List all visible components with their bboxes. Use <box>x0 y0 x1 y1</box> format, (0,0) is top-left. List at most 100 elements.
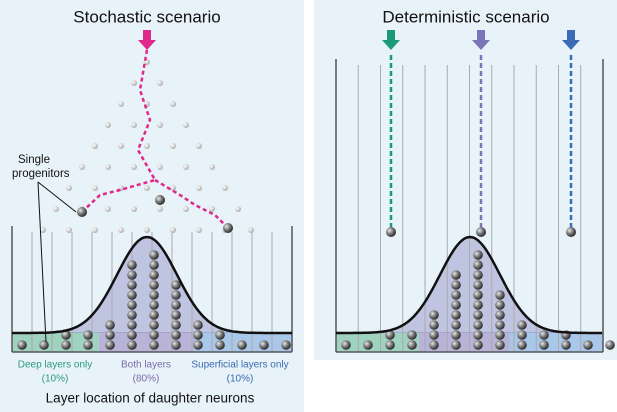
neuron-ball <box>171 300 181 310</box>
arrow <box>138 30 156 50</box>
neuron-ball <box>473 290 483 300</box>
neuron-ball <box>281 340 291 350</box>
neuron-ball <box>149 250 159 260</box>
neuron-ball <box>105 330 115 340</box>
peg <box>196 227 202 233</box>
bell-curve <box>12 235 292 335</box>
neuron-ball <box>451 270 461 280</box>
neuron-ball <box>407 340 417 350</box>
annotation: Single <box>18 154 50 166</box>
neuron-ball <box>495 320 505 330</box>
region-label: Superficial layers only <box>191 360 288 371</box>
neuron-ball <box>495 330 505 340</box>
peg <box>157 206 163 212</box>
neuron-ball <box>583 340 593 350</box>
panel-title: Stochastic scenario <box>73 7 220 26</box>
region-share: (10%) <box>42 374 69 385</box>
peg <box>157 80 163 86</box>
neuron-ball <box>171 290 181 300</box>
peg <box>92 227 98 233</box>
peg <box>131 122 137 128</box>
neuron-ball <box>61 340 71 350</box>
peg <box>105 206 111 212</box>
neuron-ball <box>215 340 225 350</box>
neuron-ball <box>171 310 181 320</box>
neuron-ball <box>473 310 483 320</box>
neuron-ball <box>495 300 505 310</box>
peg <box>92 185 98 191</box>
bell-curve <box>336 235 602 335</box>
peg <box>118 227 124 233</box>
peg <box>209 164 215 170</box>
neuron-ball <box>149 270 159 280</box>
neuron-ball <box>61 330 71 340</box>
neuron-ball <box>127 260 137 270</box>
right-panel-bg <box>314 0 617 360</box>
deep-strip <box>12 332 99 352</box>
neuron-ball <box>451 340 461 350</box>
neuron-ball <box>429 340 439 350</box>
neuron-ball <box>149 260 159 270</box>
peg <box>209 206 215 212</box>
peg <box>183 122 189 128</box>
neuron-ball <box>539 340 549 350</box>
neuron-ball <box>473 250 483 260</box>
peg <box>53 206 59 212</box>
neuron-ball <box>127 310 137 320</box>
region-share: (80%) <box>133 374 160 385</box>
neuron-ball <box>171 280 181 290</box>
peg <box>170 227 176 233</box>
peg <box>235 206 241 212</box>
neuron-ball <box>127 300 137 310</box>
peg <box>131 80 137 86</box>
arrow <box>472 30 490 50</box>
region-label: Both layers <box>121 360 171 371</box>
peg <box>105 164 111 170</box>
neuron-ball <box>451 330 461 340</box>
neuron-ball <box>451 280 461 290</box>
neuron-ball <box>171 340 181 350</box>
peg <box>248 227 254 233</box>
region-label: Deep layers only <box>18 360 92 371</box>
neuron-ball <box>215 330 225 340</box>
peg <box>144 227 150 233</box>
neuron-ball <box>127 340 137 350</box>
progenitor <box>476 227 486 237</box>
both-strip <box>418 332 510 352</box>
neuron-ball <box>171 320 181 330</box>
neuron-ball <box>105 320 115 330</box>
neuron-ball <box>149 300 159 310</box>
neuron-ball <box>193 330 203 340</box>
peg <box>170 143 176 149</box>
peg <box>144 185 150 191</box>
peg <box>144 143 150 149</box>
neuron-ball <box>127 330 137 340</box>
neuron-ball <box>451 290 461 300</box>
neuron-ball <box>149 330 159 340</box>
neuron-ball <box>259 340 269 350</box>
neuron-ball <box>237 340 247 350</box>
neuron-ball <box>127 270 137 280</box>
neuron-ball <box>127 280 137 290</box>
arrow <box>562 30 580 50</box>
neuron-ball <box>193 340 203 350</box>
neuron-ball <box>495 290 505 300</box>
peg <box>79 164 85 170</box>
neuron-ball <box>17 340 27 350</box>
peg <box>131 206 137 212</box>
peg <box>118 101 124 107</box>
progenitor <box>566 227 576 237</box>
neuron-ball <box>539 330 549 340</box>
neuron-ball <box>517 340 527 350</box>
panel-title: Deterministic scenario <box>382 7 549 26</box>
neuron-ball <box>127 320 137 330</box>
neuron-ball <box>105 340 115 350</box>
deterministic-panel <box>335 30 615 353</box>
pointer <box>37 181 77 213</box>
neuron-ball <box>149 290 159 300</box>
region-share: (10%) <box>227 374 254 385</box>
neuron-ball <box>473 280 483 290</box>
peg <box>157 164 163 170</box>
neuron-ball <box>473 270 483 280</box>
